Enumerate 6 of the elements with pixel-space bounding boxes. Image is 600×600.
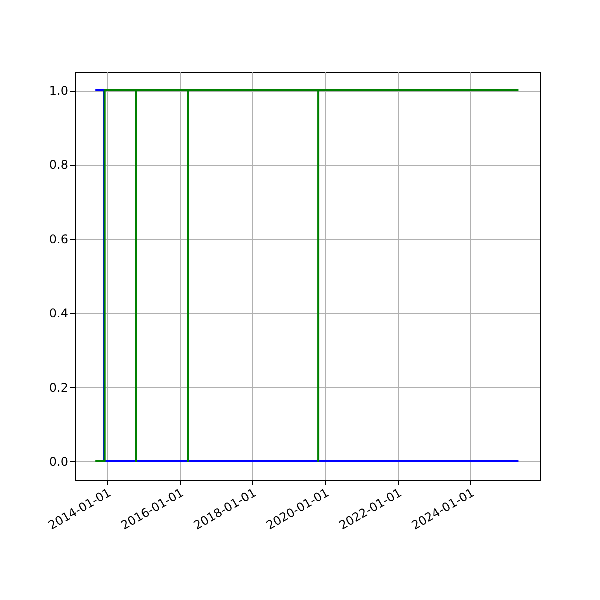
y-tick-label: 0.6 [49, 232, 68, 246]
y-tick-label: 1.0 [49, 84, 68, 98]
y-tick-label: 0.4 [49, 306, 68, 321]
y-tick-label: 0.2 [49, 380, 68, 395]
y-tick-label: 0.0 [49, 454, 68, 469]
y-tick-label: 0.8 [49, 158, 68, 172]
